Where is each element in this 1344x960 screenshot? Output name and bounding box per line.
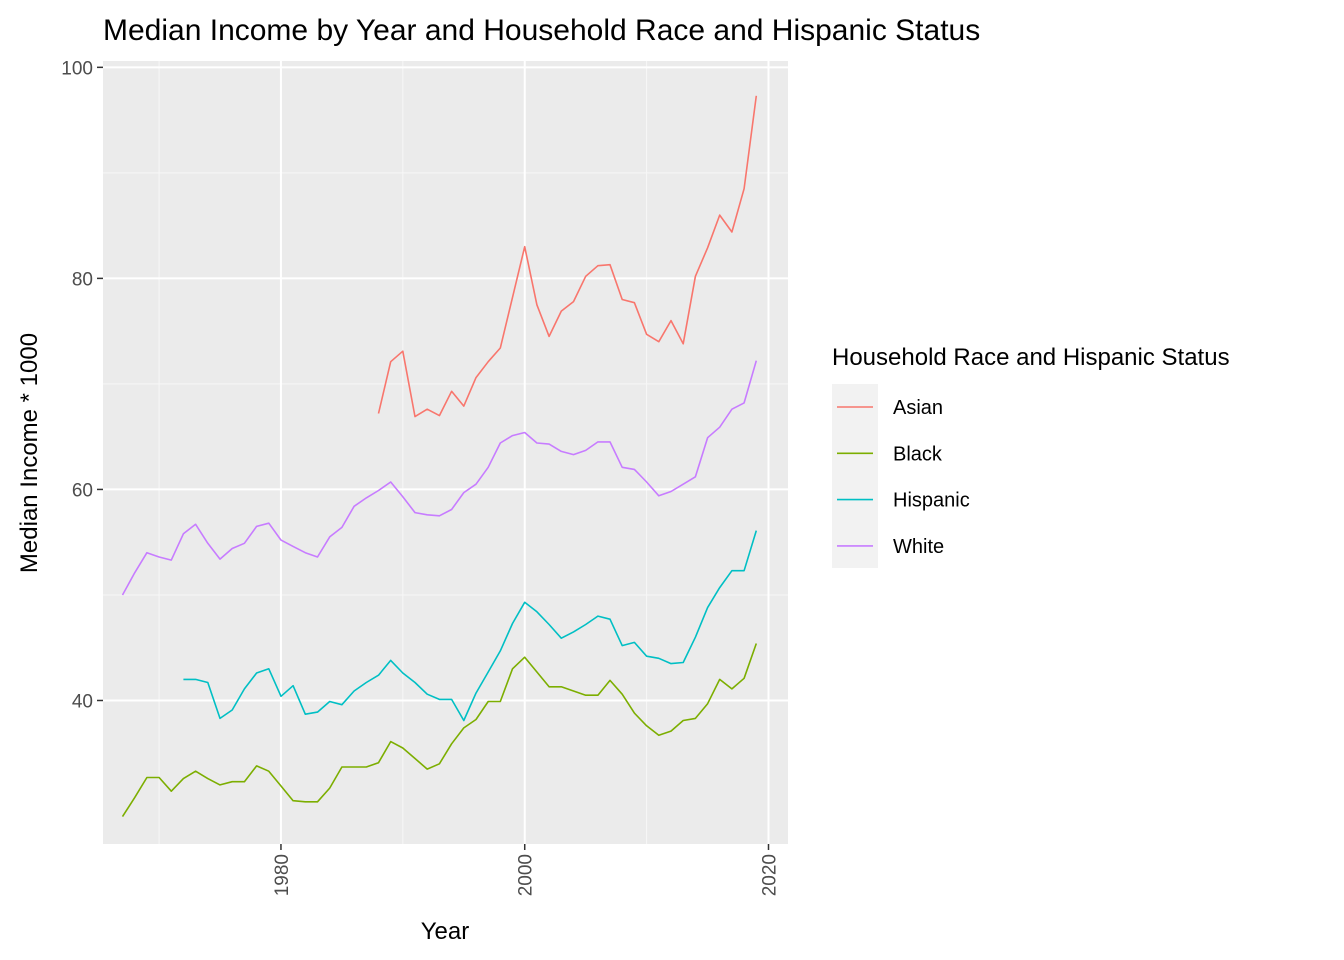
x-axis-title: Year (421, 918, 470, 945)
y-axis: 40 60 80 100 (61, 58, 103, 712)
y-tick-label: 100 (61, 58, 93, 79)
legend-label-white: White (893, 536, 944, 558)
y-tick-label: 40 (72, 691, 93, 712)
y-axis-title: Median Income * 1000 (16, 333, 43, 573)
chart-title: Median Income by Year and Household Race… (103, 14, 980, 47)
series-line-hispanic (183, 530, 758, 722)
legend-key-background (832, 384, 878, 568)
major-gridlines (103, 61, 788, 844)
series-lines (121, 95, 758, 818)
x-tick-label: 1980 (272, 854, 293, 896)
legend: Household Race and Hispanic Status Asian… (832, 344, 1230, 568)
x-tick-label: 2000 (516, 854, 537, 896)
legend-label-black: Black (893, 443, 943, 465)
series-line-asian (377, 95, 758, 418)
legend-label-asian: Asian (893, 397, 943, 419)
minor-gridlines (103, 61, 788, 844)
series-line-white (121, 360, 758, 596)
series-line-black (121, 643, 758, 818)
legend-label-hispanic: Hispanic (893, 490, 970, 512)
x-tick-label: 2020 (759, 854, 780, 896)
y-tick-label: 60 (72, 480, 93, 501)
plot-panel (103, 61, 788, 844)
x-axis: 1980 2000 2020 (272, 844, 780, 896)
legend-title: Household Race and Hispanic Status (832, 344, 1230, 371)
y-tick-label: 80 (72, 269, 93, 290)
